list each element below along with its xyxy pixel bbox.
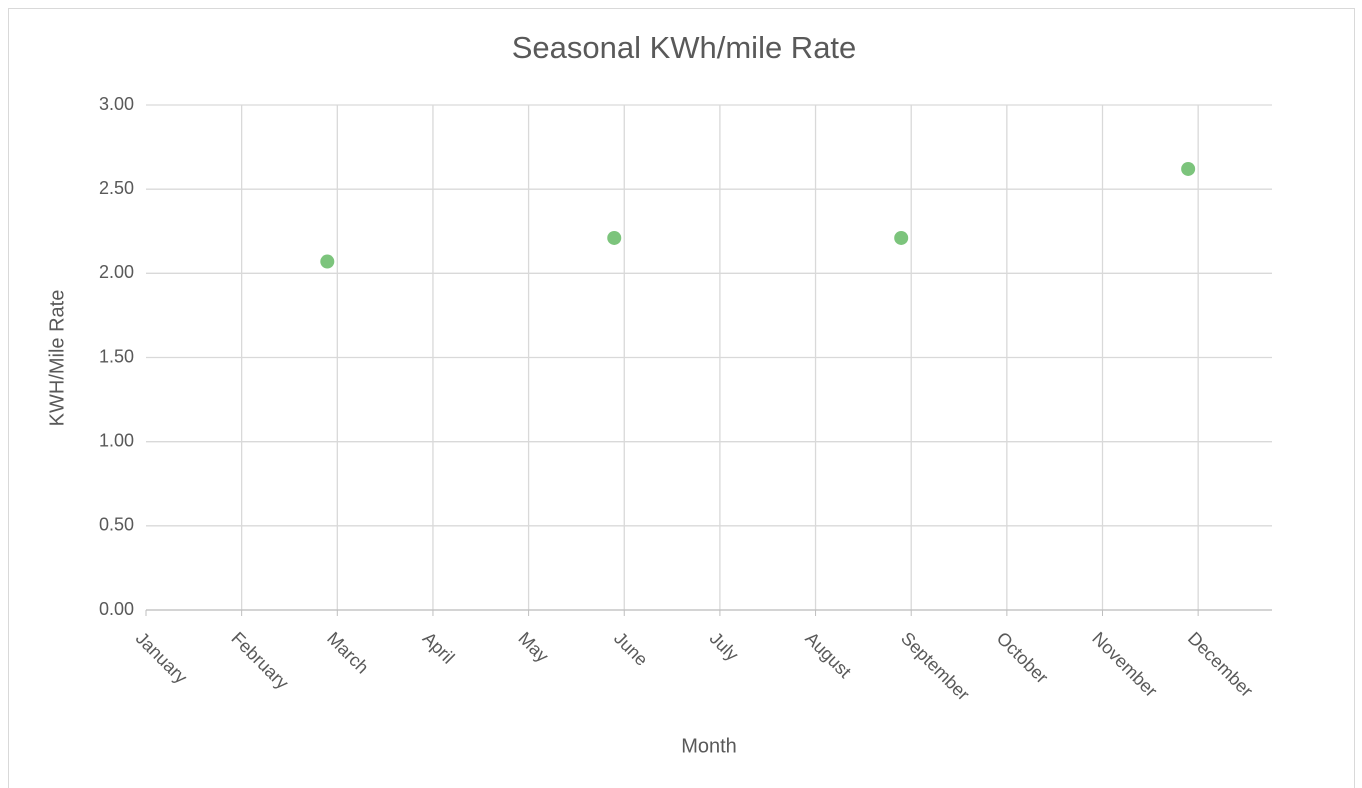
point [1181, 161, 1196, 176]
x-axis-label: Month [681, 735, 737, 757]
chart-border [8, 8, 1355, 788]
y-tick-label: 3.00 [99, 94, 134, 114]
y-tick-label: 0.00 [99, 599, 134, 619]
y-axis-label: KWH/Mile Rate [46, 290, 68, 427]
y-tick-label: 0.50 [99, 515, 134, 535]
point [320, 254, 335, 269]
y-tick-label: 1.00 [99, 430, 134, 450]
point [894, 230, 909, 245]
y-tick-label: 2.50 [99, 178, 134, 198]
chart-title: Seasonal KWh/mile Rate [512, 30, 857, 65]
y-tick-label: 1.50 [99, 346, 134, 366]
y-tick-label: 2.00 [99, 262, 134, 282]
point [607, 230, 622, 245]
